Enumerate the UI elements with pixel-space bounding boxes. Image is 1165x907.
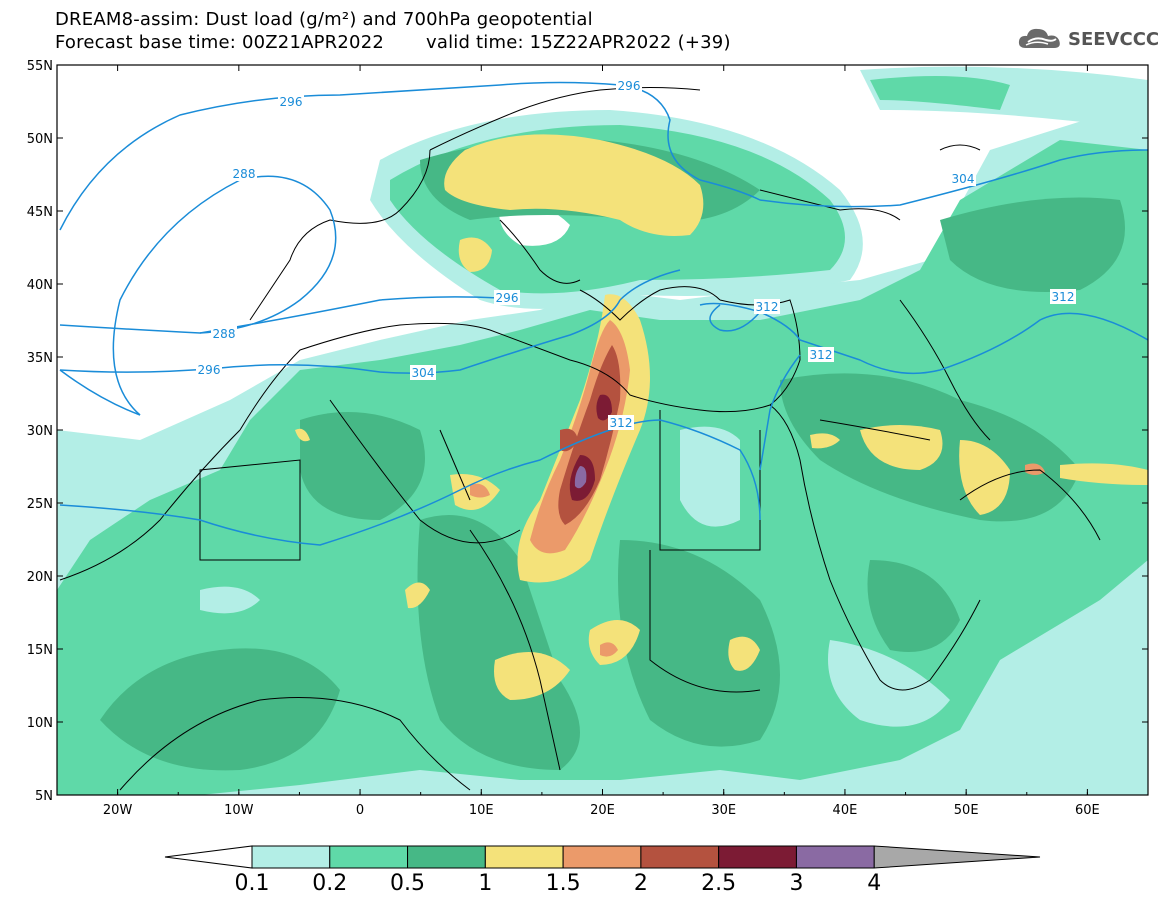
- seevccc-logo: SEEVCCC: [1016, 26, 1159, 52]
- lon-tick-label: 0: [356, 803, 364, 818]
- colorbar-level-label: 2.5: [701, 871, 736, 896]
- svg-text:304: 304: [952, 172, 975, 186]
- svg-text:296: 296: [618, 79, 641, 93]
- logo-text: SEEVCCC: [1068, 28, 1160, 50]
- lat-tick-label: 10N: [27, 716, 53, 731]
- valid-time: valid time: 15Z22APR2022 (+39): [426, 32, 731, 53]
- colorbar-segment: [329, 845, 409, 869]
- base-time: Forecast base time: 00Z21APR2022: [55, 32, 384, 53]
- contour-label: 304: [410, 365, 436, 380]
- colorbar-segment: [795, 845, 875, 869]
- contour-label: 288: [231, 166, 257, 181]
- svg-text:288: 288: [213, 327, 236, 341]
- colorbar: 0.1 0.2 0.5 1 1.5 2 2.5 3 4: [164, 845, 1041, 896]
- lon-tick-label: 20E: [590, 803, 615, 818]
- contour-label: 296: [494, 290, 520, 305]
- dust-region-high: [100, 648, 340, 771]
- svg-text:296: 296: [496, 291, 519, 305]
- contour-label: 296: [278, 94, 304, 109]
- contour-label: 312: [754, 299, 780, 314]
- contour-label: 312: [608, 415, 634, 430]
- colorbar-level-label: 1.5: [546, 871, 581, 896]
- colorbar-segment: [562, 845, 642, 869]
- contour-label: 304: [950, 171, 976, 186]
- svg-text:296: 296: [280, 95, 303, 109]
- lat-tick-label: 40N: [27, 278, 53, 293]
- colorbar-segment: [484, 845, 564, 869]
- colorbar-segment: [251, 845, 331, 869]
- lat-tick-label: 20N: [27, 570, 53, 585]
- contour-label: 312: [1050, 289, 1076, 304]
- lat-tick-label: 15N: [27, 643, 53, 658]
- svg-text:312: 312: [810, 348, 833, 362]
- colorbar-high-arrow: [873, 845, 1041, 869]
- contour-label: 312: [808, 347, 834, 362]
- lon-tick-label: 50E: [954, 803, 979, 818]
- geopotential-contours: [59, 81, 1148, 546]
- dust-region-purple: [574, 466, 587, 489]
- lat-tick-label: 30N: [27, 424, 53, 439]
- lon-tick-label: 40E: [833, 803, 858, 818]
- contour-label: 296: [616, 78, 642, 93]
- dust-region-darkred: [596, 394, 612, 421]
- lon-tick-label: 10W: [224, 803, 254, 818]
- svg-text:312: 312: [610, 416, 633, 430]
- lon-tick-label: 10E: [469, 803, 494, 818]
- svg-text:296: 296: [198, 363, 221, 377]
- lon-tick-label: 20W: [103, 803, 133, 818]
- contour-label: 296: [196, 362, 222, 377]
- svg-text:312: 312: [1052, 290, 1075, 304]
- lon-tick-label: 30E: [711, 803, 736, 818]
- contour-labels: 296 296 288 288 296 296 304 304 312 312 …: [196, 78, 1076, 430]
- dust-region-yellow: [444, 134, 704, 236]
- colorbar-level-label: 0.5: [390, 871, 425, 896]
- colorbar-segment: [718, 845, 797, 869]
- svg-text:304: 304: [412, 366, 435, 380]
- colorbar-level-label: 2: [634, 871, 648, 896]
- map-axes: 55N 50N 45N 40N 35N 30N 25N 20N 15N 10N 5N 20W 10W 0 1…: [27, 59, 1149, 818]
- lon-tick-label: 60E: [1075, 803, 1100, 818]
- lat-tick-label: 55N: [27, 59, 53, 74]
- colorbar-segment: [640, 845, 720, 869]
- map-subtitle: Forecast base time: 00Z21APR2022 valid ti…: [55, 33, 731, 53]
- colorbar-level-label: 3: [789, 871, 803, 896]
- colorbar-level-label: 0.1: [235, 871, 270, 896]
- colorbar-level-label: 4: [867, 871, 881, 896]
- svg-text:288: 288: [233, 167, 256, 181]
- svg-text:312: 312: [756, 300, 779, 314]
- map-title: DREAM8-assim: Dust load (g/m²) and 700hP…: [55, 9, 593, 30]
- lat-tick-label: 25N: [27, 497, 53, 512]
- colorbar-segment: [407, 845, 486, 869]
- colorbar-low-arrow: [164, 845, 253, 869]
- dust-field: [57, 66, 1148, 795]
- contour-label: 288: [211, 326, 237, 341]
- lat-tick-label: 50N: [27, 132, 53, 147]
- colorbar-level-label: 1: [478, 871, 492, 896]
- lat-tick-label: 45N: [27, 205, 53, 220]
- cloud-icon: [1018, 28, 1060, 48]
- coastlines: [59, 87, 1101, 791]
- colorbar-level-label: 0.2: [312, 871, 347, 896]
- lat-tick-label: 5N: [35, 789, 53, 804]
- lat-tick-label: 35N: [27, 351, 53, 366]
